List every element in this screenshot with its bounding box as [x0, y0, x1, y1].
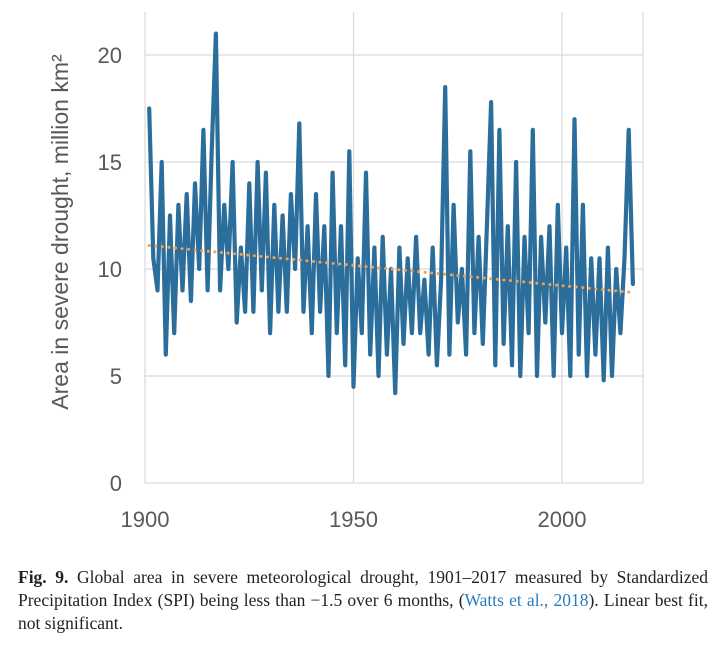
x-tick-label-1900: 1900: [121, 507, 170, 532]
x-tick-label-1950: 1950: [329, 507, 378, 532]
drought-area-chart: 0 5 10 15 20 1900 1950 2000 Area in severe drou…: [47, 12, 644, 532]
tick-labels: 0 5 10 15 20 1900 1950 2000: [98, 43, 587, 532]
y-tick-label-15: 15: [98, 150, 122, 175]
y-tick-label-5: 5: [110, 364, 122, 389]
figure-caption: Fig. 9. Global area in severe meteorolog…: [18, 566, 708, 635]
y-tick-label-0: 0: [110, 471, 122, 496]
figure-label: Fig. 9.: [18, 567, 69, 587]
caption-text-2: ). Linear best fit, not significant.: [18, 590, 708, 633]
trend-line: [147, 243, 635, 295]
trend-layer: [147, 243, 635, 295]
caption-text-1: Global area in severe meteorological dro…: [18, 567, 708, 610]
x-tick-label-2000: 2000: [538, 507, 587, 532]
y-tick-label-20: 20: [98, 43, 122, 68]
caption-reference-link[interactable]: Watts et al., 2018: [464, 590, 589, 610]
series-line: [147, 31, 636, 396]
y-axis-title: Area in severe drought, million km²: [47, 54, 73, 410]
series-layer: [147, 31, 636, 396]
y-tick-label-10: 10: [98, 257, 122, 282]
